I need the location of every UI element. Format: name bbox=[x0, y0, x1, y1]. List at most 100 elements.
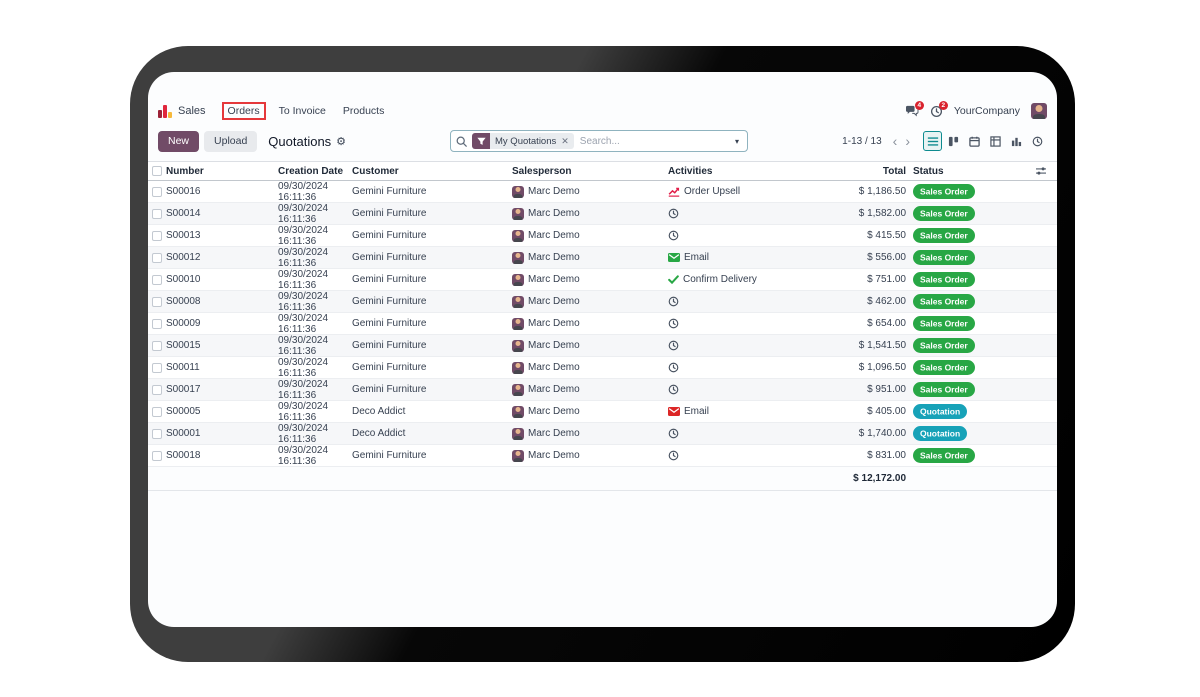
status-badge: Sales Order bbox=[913, 315, 975, 331]
table-row[interactable]: S00012 09/30/2024 16:11:36 Gemini Furnitur… bbox=[148, 247, 1057, 269]
cell-creation-date: 09/30/2024 16:11:36 bbox=[278, 312, 329, 335]
header-creation-date[interactable]: Creation Date bbox=[278, 165, 344, 177]
filter-funnel-icon bbox=[472, 133, 490, 149]
row-checkbox[interactable] bbox=[152, 318, 162, 329]
kanban-view-button[interactable] bbox=[944, 131, 963, 151]
row-checkbox[interactable] bbox=[152, 274, 162, 285]
cell-total: $ 1,541.50 bbox=[858, 340, 906, 351]
activity-view-button[interactable] bbox=[1028, 131, 1047, 151]
table-row[interactable]: S00017 09/30/2024 16:11:36 Gemini Furnitur… bbox=[148, 379, 1057, 401]
messages-button[interactable]: 4 bbox=[905, 101, 924, 117]
pivot-view-button[interactable] bbox=[986, 131, 1005, 151]
gear-icon[interactable]: ⚙ bbox=[336, 135, 347, 148]
cell-activities bbox=[668, 230, 844, 241]
cell-activities: Confirm Delivery bbox=[668, 274, 844, 285]
upload-button[interactable]: Upload bbox=[204, 130, 258, 152]
nav-menu-orders[interactable]: Orders bbox=[221, 102, 266, 120]
cell-status: Sales Order bbox=[906, 271, 996, 287]
cell-total: $ 556.00 bbox=[867, 252, 906, 263]
row-checkbox[interactable] bbox=[152, 340, 162, 351]
table-row[interactable]: S00011 09/30/2024 16:11:36 Gemini Furnitur… bbox=[148, 357, 1057, 379]
graph-view-button[interactable] bbox=[1007, 131, 1026, 151]
search-input[interactable] bbox=[573, 135, 732, 147]
table-row[interactable]: S00016 09/30/2024 16:11:36 Gemini Furnitur… bbox=[148, 181, 1057, 203]
activity-icon-button[interactable] bbox=[668, 450, 679, 461]
table-row[interactable]: S00018 09/30/2024 16:11:36 Gemini Furnitur… bbox=[148, 445, 1057, 467]
cell-activities: Order Upsell bbox=[668, 186, 844, 197]
activity-label: Order Upsell bbox=[684, 186, 741, 197]
header-status[interactable]: Status bbox=[913, 165, 944, 177]
header-activities[interactable]: Activities bbox=[668, 165, 713, 177]
pager-next-button[interactable]: › bbox=[905, 133, 910, 149]
activity-icon-button[interactable] bbox=[668, 187, 680, 197]
search-dropdown-caret[interactable]: ▾ bbox=[734, 136, 739, 146]
activity-icon-button[interactable] bbox=[668, 428, 679, 439]
select-all-checkbox[interactable] bbox=[152, 166, 162, 176]
cell-activities bbox=[668, 296, 844, 307]
salesperson-name: Marc Demo bbox=[528, 186, 580, 197]
activity-icon-button[interactable] bbox=[668, 230, 679, 241]
salesperson-name: Marc Demo bbox=[528, 208, 580, 219]
header-total[interactable]: Total bbox=[882, 165, 906, 177]
salesperson-avatar bbox=[512, 361, 524, 374]
adjust-columns-button[interactable] bbox=[1035, 166, 1047, 179]
activity-icon-button[interactable] bbox=[668, 362, 679, 373]
salesperson-avatar bbox=[512, 273, 524, 286]
activity-icon-button[interactable] bbox=[668, 407, 680, 416]
table-row[interactable]: S00008 09/30/2024 16:11:36 Gemini Furnitur… bbox=[148, 291, 1057, 313]
list-view-button[interactable] bbox=[923, 131, 942, 151]
row-checkbox[interactable] bbox=[152, 450, 162, 461]
row-checkbox[interactable] bbox=[152, 252, 162, 263]
cell-creation-date: 09/30/2024 16:11:36 bbox=[278, 444, 329, 467]
activity-icon-button[interactable] bbox=[668, 208, 679, 219]
row-checkbox[interactable] bbox=[152, 406, 162, 417]
cell-activities bbox=[668, 362, 844, 373]
row-checkbox[interactable] bbox=[152, 384, 162, 395]
salesperson-avatar bbox=[512, 251, 524, 264]
company-name[interactable]: YourCompany bbox=[953, 105, 1020, 117]
row-checkbox[interactable] bbox=[152, 362, 162, 373]
activity-icon-button[interactable] bbox=[668, 340, 679, 351]
header-number[interactable]: Number bbox=[166, 165, 204, 177]
cell-activities bbox=[668, 450, 844, 461]
activities-button[interactable]: 2 bbox=[930, 100, 948, 118]
pager-previous-button[interactable]: ‹ bbox=[892, 133, 898, 149]
nav-app-name[interactable]: Sales bbox=[178, 105, 206, 117]
facet-remove-icon[interactable]: ✕ bbox=[561, 135, 569, 146]
nav-menu-products[interactable]: Products bbox=[342, 105, 385, 117]
search-bar[interactable]: My Quotations ✕ ▾ bbox=[450, 130, 748, 152]
row-checkbox[interactable] bbox=[152, 428, 162, 439]
envelope-icon bbox=[668, 253, 680, 262]
nav-menu-to-invoice[interactable]: To Invoice bbox=[278, 105, 326, 117]
activity-icon-button[interactable] bbox=[668, 253, 680, 262]
row-checkbox[interactable] bbox=[152, 230, 162, 241]
row-checkbox[interactable] bbox=[152, 186, 162, 197]
header-salesperson[interactable]: Salesperson bbox=[512, 165, 572, 177]
salesperson-name: Marc Demo bbox=[528, 450, 580, 461]
user-avatar[interactable] bbox=[1031, 103, 1047, 119]
calendar-view-button[interactable] bbox=[965, 131, 984, 151]
table-row[interactable]: S00010 09/30/2024 16:11:36 Gemini Furnitur… bbox=[148, 269, 1057, 291]
table-row[interactable]: S00009 09/30/2024 16:11:36 Gemini Furnitur… bbox=[148, 313, 1057, 335]
table-row[interactable]: S00005 09/30/2024 16:11:36 Deco Addict Marc… bbox=[148, 401, 1057, 423]
header-customer[interactable]: Customer bbox=[352, 165, 399, 177]
table-row[interactable]: S00013 09/30/2024 16:11:36 Gemini Furnitur… bbox=[148, 225, 1057, 247]
row-checkbox[interactable] bbox=[152, 296, 162, 307]
sales-app-icon[interactable] bbox=[158, 104, 172, 118]
table-row[interactable]: S00001 09/30/2024 16:11:36 Deco Addict Marc… bbox=[148, 423, 1057, 445]
cell-activities: Email bbox=[668, 252, 844, 263]
cell-creation-date: 09/30/2024 16:11:36 bbox=[278, 422, 329, 445]
cell-salesperson: Marc Demo bbox=[512, 405, 668, 418]
cell-number: S00005 bbox=[166, 406, 201, 417]
table-row[interactable]: S00014 09/30/2024 16:11:36 Gemini Furnitur… bbox=[148, 203, 1057, 225]
cell-customer: Gemini Furniture bbox=[352, 450, 427, 461]
cell-creation-date: 09/30/2024 16:11:36 bbox=[278, 224, 329, 247]
activity-icon-button[interactable] bbox=[668, 318, 679, 329]
status-badge: Quotation bbox=[913, 403, 968, 419]
new-button[interactable]: New bbox=[158, 130, 200, 152]
activity-icon-button[interactable] bbox=[668, 275, 679, 284]
row-checkbox[interactable] bbox=[152, 208, 162, 219]
activity-icon-button[interactable] bbox=[668, 384, 679, 395]
table-row[interactable]: S00015 09/30/2024 16:11:36 Gemini Furnitur… bbox=[148, 335, 1057, 357]
activity-icon-button[interactable] bbox=[668, 296, 679, 307]
